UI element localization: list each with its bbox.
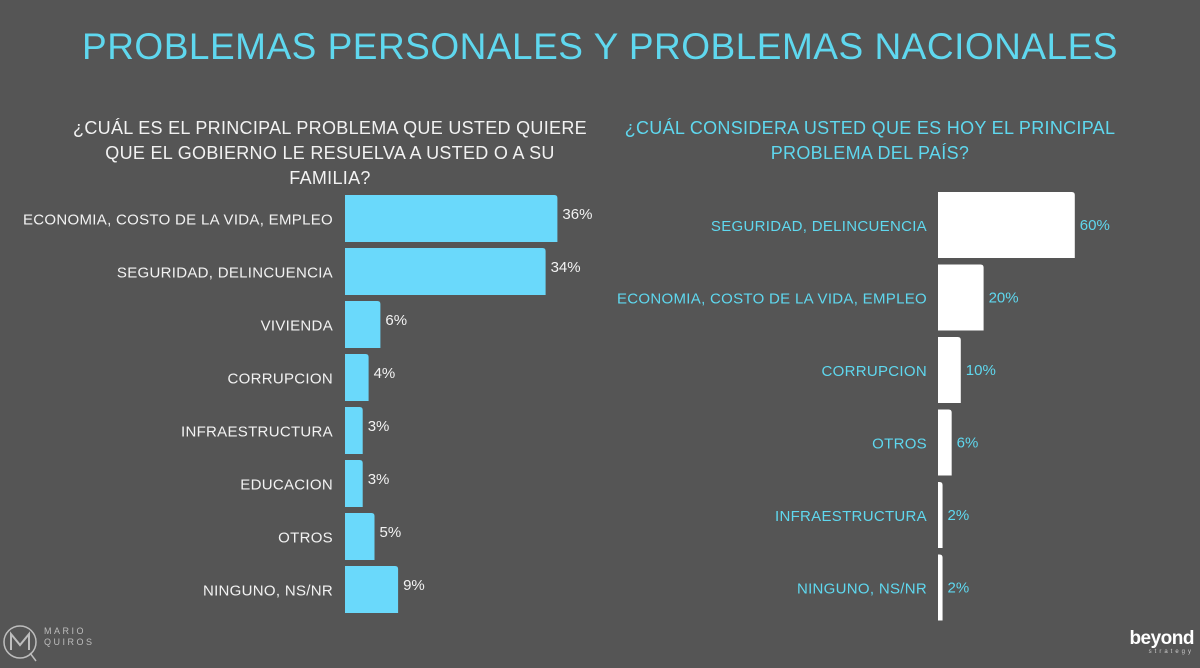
right-category-label: CORRUPCION <box>821 363 927 380</box>
beyond-logo-sub: strategy <box>1148 649 1194 655</box>
right-chart-title: ¿CUÁL CONSIDERA USTED QUE ES HOY EL PRIN… <box>620 116 1120 166</box>
left-bar <box>345 460 363 507</box>
right-category-label: OTROS <box>872 436 927 453</box>
logo-line: MARIO <box>44 626 87 636</box>
right-value-label: 20% <box>989 290 1019 307</box>
beyond-logo: beyond strategy <box>1118 628 1194 655</box>
right-value-label: 6% <box>957 435 979 452</box>
left-value-label: 3% <box>368 471 390 488</box>
left-category-label: INFRAESTRUCTURA <box>181 424 333 441</box>
left-value-label: 9% <box>403 577 425 594</box>
left-chart-title-line: QUE EL GOBIERNO LE RESUELVA A USTED O A … <box>105 143 555 163</box>
left-category-label: NINGUNO, NS/NR <box>203 583 333 600</box>
right-chart-title-line: ¿CUÁL CONSIDERA USTED QUE ES HOY EL PRIN… <box>624 118 1116 138</box>
right-value-label: 2% <box>948 507 970 524</box>
left-chart-title-line: FAMILIA? <box>289 168 371 188</box>
left-category-label: ECONOMIA, COSTO DE LA VIDA, EMPLEO <box>23 212 333 229</box>
left-value-label: 3% <box>368 418 390 435</box>
left-chart-title: ¿CUÁL ES EL PRINCIPAL PROBLEMA QUE USTED… <box>60 116 600 191</box>
right-bar <box>938 482 943 548</box>
left-bar <box>345 354 369 401</box>
right-bar <box>938 264 984 331</box>
left-chart-title-line: ¿CUÁL ES EL PRINCIPAL PROBLEMA QUE USTED… <box>73 118 587 138</box>
left-bar <box>345 248 546 295</box>
right-value-label: 60% <box>1080 217 1110 234</box>
left-category-label: VIVIENDA <box>261 318 333 335</box>
right-category-label: INFRAESTRUCTURA <box>775 508 927 525</box>
left-value-label: 6% <box>385 312 407 329</box>
left-value-label: 5% <box>380 524 402 541</box>
left-bar <box>345 407 363 454</box>
left-value-label: 36% <box>562 206 592 223</box>
left-category-label: SEGURIDAD, DELINCUENCIA <box>117 265 333 282</box>
right-bar <box>938 337 961 403</box>
right-category-label: NINGUNO, NS/NR <box>797 581 927 598</box>
beyond-logo-word: beyond <box>1129 628 1194 649</box>
right-bar <box>938 192 1075 258</box>
left-category-label: EDUCACION <box>240 477 333 494</box>
left-category-label: CORRUPCION <box>227 371 333 388</box>
right-category-label: ECONOMIA, COSTO DE LA VIDA, EMPLEO <box>617 291 927 308</box>
left-bar <box>345 566 399 613</box>
left-bar <box>345 301 381 348</box>
right-chart-title-line: PROBLEMA DEL PAÍS? <box>770 143 970 163</box>
left-bar <box>345 513 375 560</box>
right-bar <box>938 554 943 621</box>
left-category-label: OTROS <box>278 530 333 547</box>
logo-line: QUIROS <box>44 637 95 647</box>
right-bar <box>938 409 952 476</box>
mario-quiros-logo-text: MARIO QUIROS <box>44 626 95 648</box>
left-value-label: 34% <box>551 259 581 276</box>
right-value-label: 10% <box>966 362 996 379</box>
mario-quiros-logo-icon <box>3 625 37 662</box>
left-value-label: 4% <box>374 365 396 382</box>
right-category-label: SEGURIDAD, DELINCUENCIA <box>711 218 927 235</box>
left-bar <box>345 195 558 242</box>
right-value-label: 2% <box>948 580 970 597</box>
page-title: PROBLEMAS PERSONALES Y PROBLEMAS NACIONA… <box>82 26 1118 67</box>
